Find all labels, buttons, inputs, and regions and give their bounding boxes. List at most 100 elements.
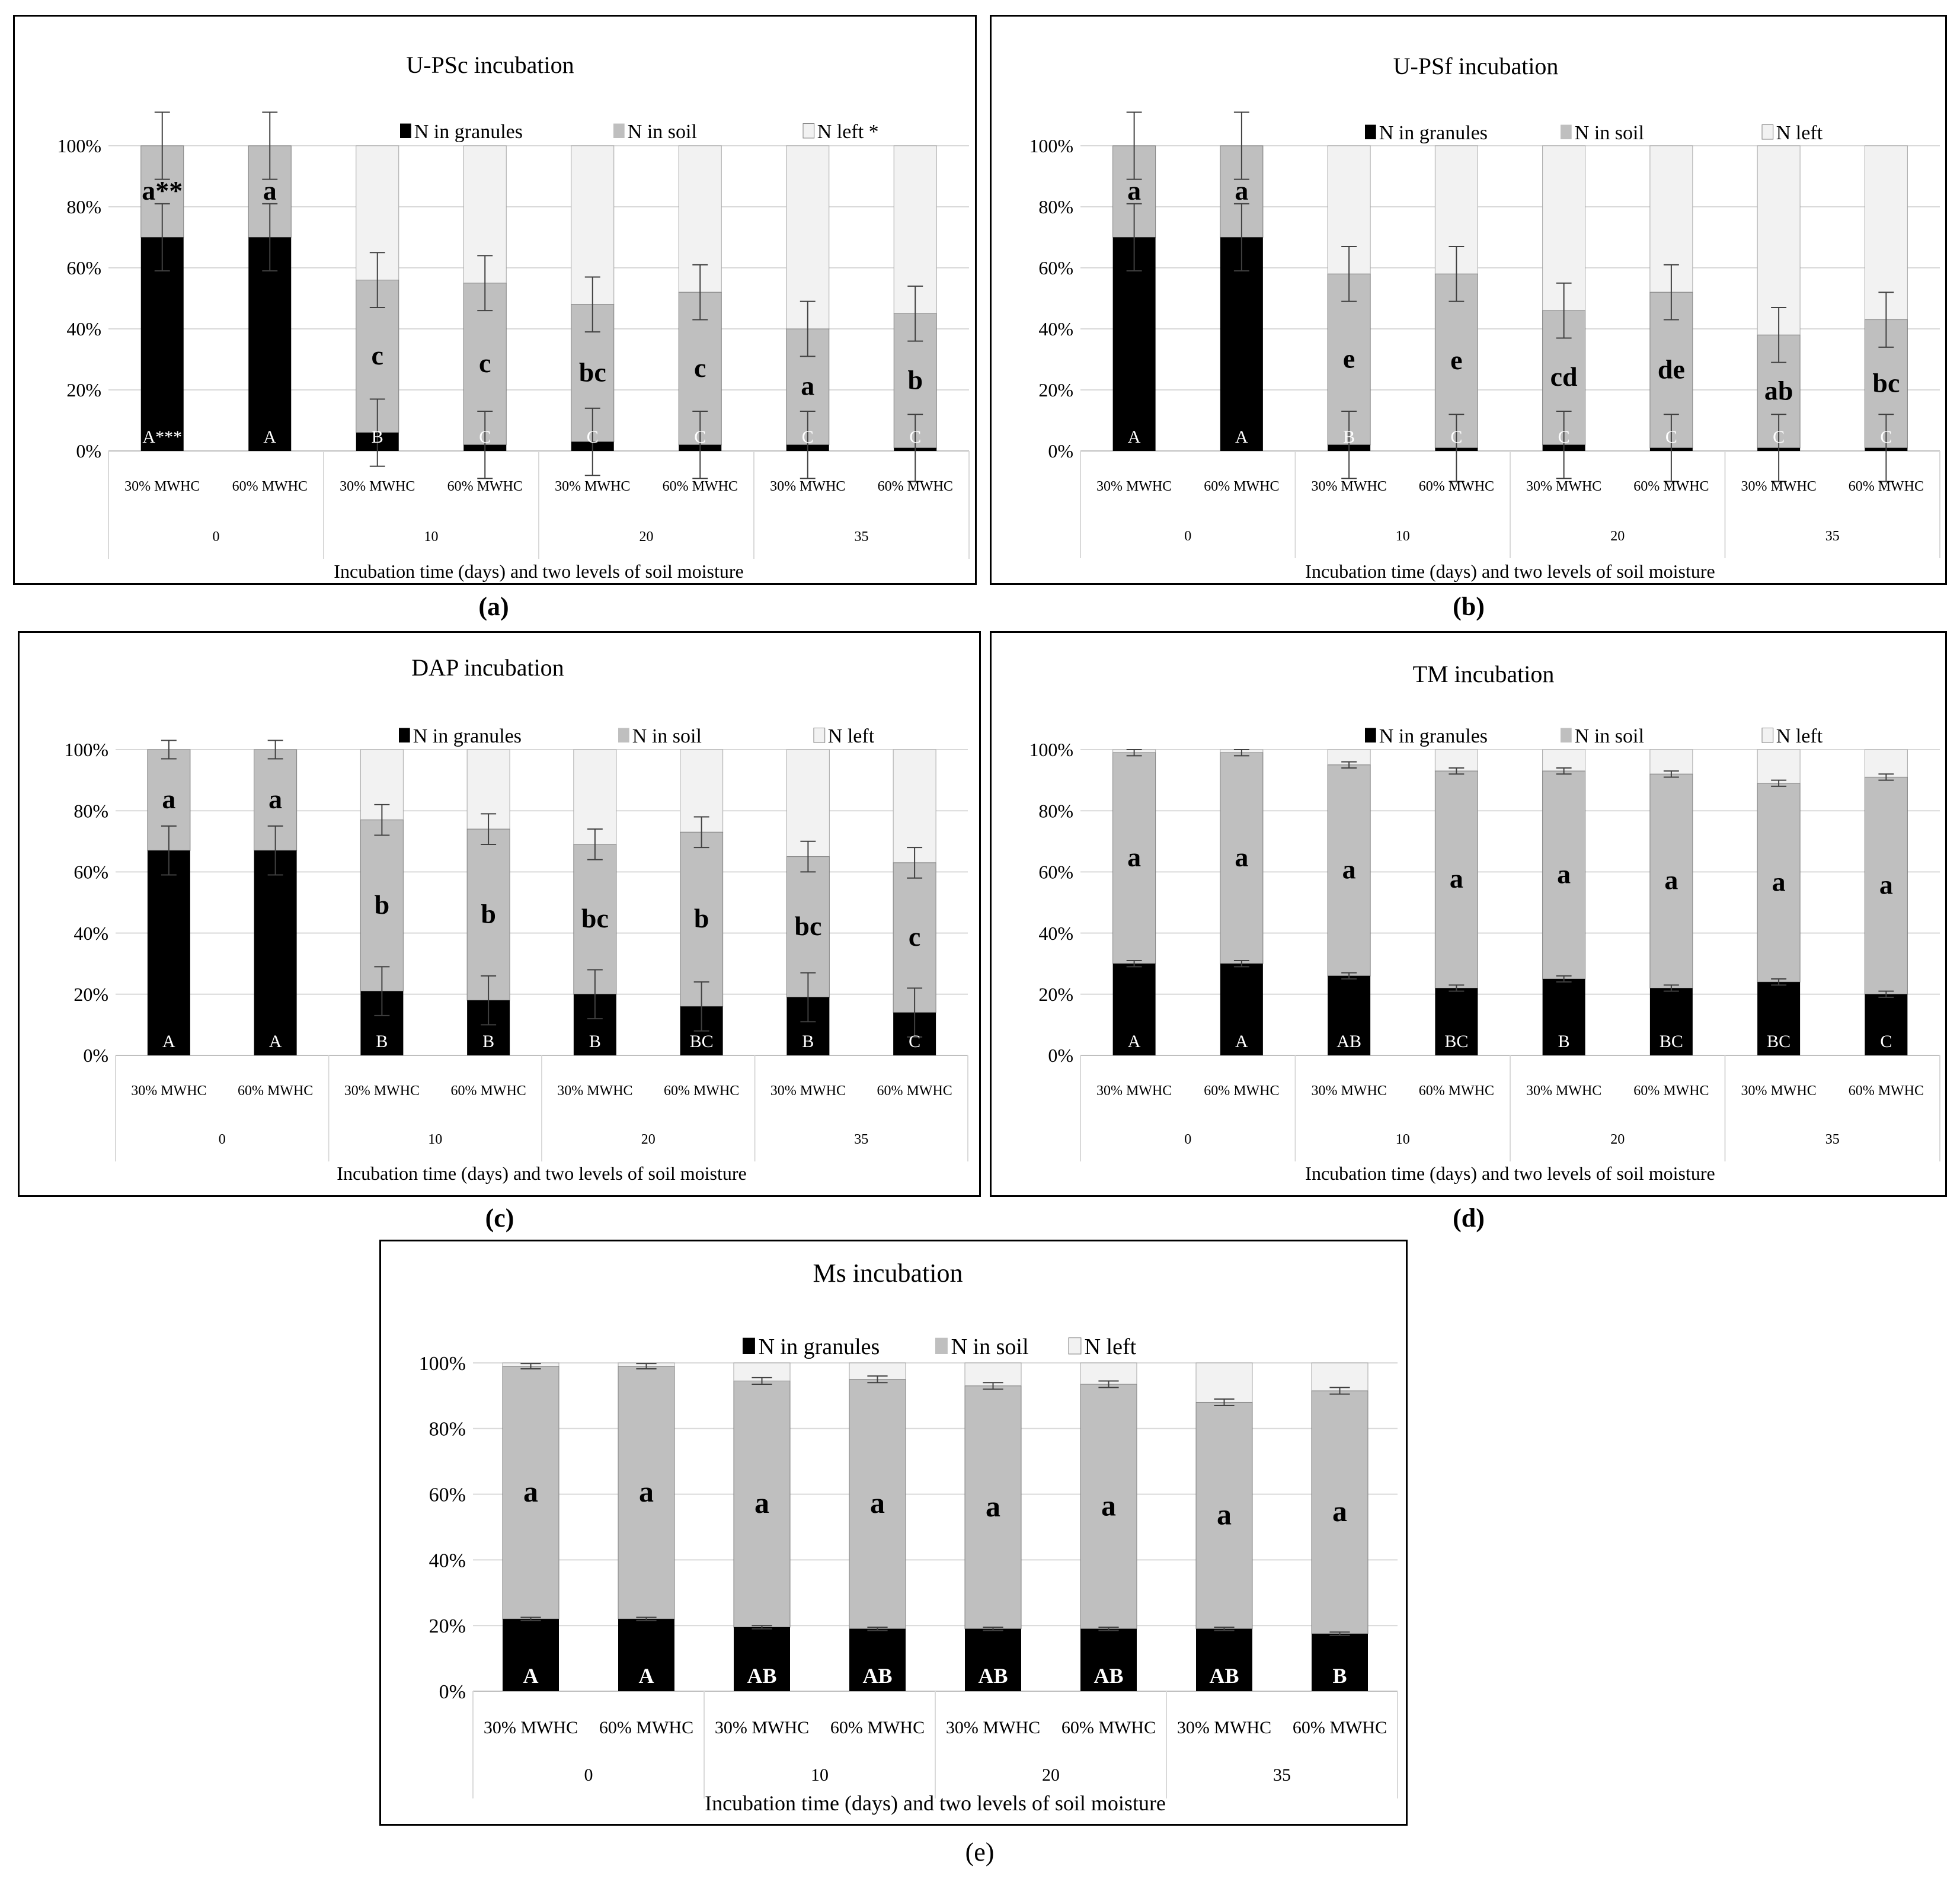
granule-letter-d-3: BC	[1444, 1032, 1468, 1051]
x-category-label-a-0: 30% MWHC	[124, 479, 200, 494]
legend-swatch-b-1	[1561, 124, 1572, 139]
x-category-label-e-7: 60% MWHC	[1293, 1718, 1387, 1737]
x-group-label-a-2: 20	[640, 529, 654, 545]
bar-granules-d-2	[1328, 975, 1371, 1055]
soil-letter-b-6: ab	[1764, 375, 1793, 405]
soil-letter-e-5: a	[1101, 1489, 1116, 1522]
bar-soil-e-5	[1080, 1384, 1137, 1630]
panel-label-d: (d)	[1453, 1204, 1485, 1233]
soil-letter-c-1: a	[268, 784, 282, 814]
soil-letter-c-6: bc	[794, 911, 821, 941]
granule-letter-d-7: C	[1880, 1032, 1892, 1051]
x-category-label-e-0: 30% MWHC	[484, 1718, 578, 1737]
y-tick-label-d-5: 100%	[1029, 739, 1073, 760]
soil-letter-d-5: a	[1664, 865, 1678, 895]
soil-letter-b-0: a	[1127, 175, 1141, 206]
soil-letter-a-1: a	[263, 175, 277, 206]
bar-left-e-7	[1311, 1362, 1369, 1391]
granule-letter-e-6: AB	[1209, 1664, 1239, 1688]
legend-label-e-0: N in granules	[759, 1334, 880, 1359]
y-tick-label-a-2: 40%	[66, 318, 101, 340]
x-category-label-c-7: 60% MWHC	[877, 1083, 952, 1099]
bar-left-c-6	[786, 749, 830, 857]
soil-letter-a-4: bc	[579, 357, 606, 387]
bar-soil-d-4	[1542, 770, 1586, 980]
x-category-label-e-4: 30% MWHC	[946, 1718, 1040, 1737]
soil-letter-e-4: a	[986, 1490, 1000, 1523]
legend-label-b-2: N left	[1776, 122, 1823, 144]
bar-granules-e-7	[1312, 1634, 1368, 1691]
legend-swatch-e-2	[1068, 1337, 1082, 1355]
granule-letter-c-6: B	[802, 1032, 814, 1051]
x-category-label-a-4: 30% MWHC	[555, 479, 630, 494]
x-axis-title-b: Incubation time (days) and two levels of…	[1305, 561, 1715, 582]
soil-letter-d-1: a	[1235, 842, 1248, 872]
x-group-label-a-1: 10	[424, 529, 439, 545]
legend-swatch-a-2	[802, 123, 815, 139]
y-tick-label-d-0: 0%	[1048, 1045, 1073, 1066]
x-category-label-a-5: 60% MWHC	[663, 479, 738, 494]
y-tick-label-c-4: 80%	[73, 800, 108, 821]
y-tick-label-d-1: 20%	[1038, 984, 1073, 1005]
legend-swatch-e-1	[935, 1337, 948, 1354]
x-axis-title-c: Incubation time (days) and two levels of…	[337, 1163, 746, 1184]
x-category-label-c-6: 30% MWHC	[770, 1083, 846, 1099]
legend-label-c-0: N in granules	[413, 725, 522, 747]
soil-letter-c-4: bc	[581, 903, 609, 933]
x-category-label-c-2: 30% MWHC	[344, 1083, 420, 1099]
legend-label-d-1: N in soil	[1575, 725, 1644, 747]
chart-svg-a: U-PSc incubation N in granules N in soil N …	[57, 52, 970, 582]
legend-label-d-0: N in granules	[1379, 725, 1488, 747]
soil-letter-c-2: b	[375, 889, 390, 920]
soil-letter-a-6: a	[801, 371, 814, 401]
y-tick-label-c-3: 60%	[73, 862, 108, 883]
bar-soil-d-1	[1220, 752, 1264, 964]
legend-swatch-d-1	[1561, 728, 1572, 742]
x-category-label-d-7: 60% MWHC	[1849, 1083, 1924, 1099]
granule-letter-d-0: A	[1128, 1032, 1141, 1051]
x-group-label-d-1: 10	[1396, 1132, 1410, 1147]
x-category-label-d-0: 30% MWHC	[1096, 1083, 1172, 1099]
soil-letter-b-5: de	[1658, 354, 1685, 384]
x-group-label-b-0: 0	[1184, 529, 1191, 544]
y-tick-label-e-4: 80%	[429, 1419, 466, 1441]
legend-label-d-2: N left	[1776, 725, 1823, 747]
panel-label-c: (c)	[485, 1204, 514, 1233]
granule-letter-a-4: C	[587, 427, 599, 447]
x-category-label-c-4: 30% MWHC	[557, 1083, 632, 1099]
y-tick-label-c-0: 0%	[83, 1045, 108, 1066]
chart-svg-e: Ms incubation N in granules N in soil N lef…	[419, 1259, 1398, 1815]
y-tick-label-e-2: 40%	[429, 1550, 466, 1571]
soil-letter-d-2: a	[1342, 854, 1356, 885]
bar-granules-d-4	[1542, 979, 1585, 1055]
y-tick-label-a-5: 100%	[57, 135, 101, 156]
x-category-label-e-5: 60% MWHC	[1061, 1718, 1156, 1737]
granule-letter-b-5: C	[1665, 427, 1677, 447]
legend-swatch-a-0	[400, 123, 411, 138]
granule-letter-e-4: AB	[978, 1664, 1008, 1688]
soil-letter-a-0: a**	[142, 175, 183, 206]
y-tick-label-e-0: 0%	[439, 1681, 466, 1703]
x-category-label-b-2: 30% MWHC	[1311, 479, 1386, 494]
x-category-label-e-2: 30% MWHC	[715, 1718, 809, 1737]
x-group-label-c-2: 20	[641, 1132, 656, 1147]
bar-soil-c-2	[360, 820, 404, 992]
granule-letter-c-2: B	[376, 1032, 388, 1051]
soil-letter-d-3: a	[1450, 863, 1463, 894]
bar-granules-e-1	[618, 1619, 674, 1691]
x-group-label-b-1: 10	[1396, 529, 1410, 544]
granule-letter-b-1: A	[1235, 427, 1248, 447]
bar-left-c-7	[893, 749, 936, 863]
soil-letter-a-5: c	[694, 353, 706, 383]
legend-label-c-1: N in soil	[632, 725, 702, 747]
x-category-label-d-5: 60% MWHC	[1633, 1083, 1709, 1099]
legend-label-e-2: N left	[1085, 1334, 1137, 1359]
x-group-label-c-0: 0	[219, 1132, 226, 1147]
y-tick-label-b-0: 0%	[1048, 440, 1073, 462]
bar-soil-c-1	[254, 749, 298, 851]
soil-letter-c-7: c	[909, 921, 920, 952]
y-tick-label-c-2: 40%	[73, 923, 108, 944]
y-tick-label-a-4: 80%	[66, 196, 101, 217]
legend-label-c-2: N left	[828, 725, 875, 747]
chart-title-e: Ms incubation	[813, 1259, 963, 1288]
